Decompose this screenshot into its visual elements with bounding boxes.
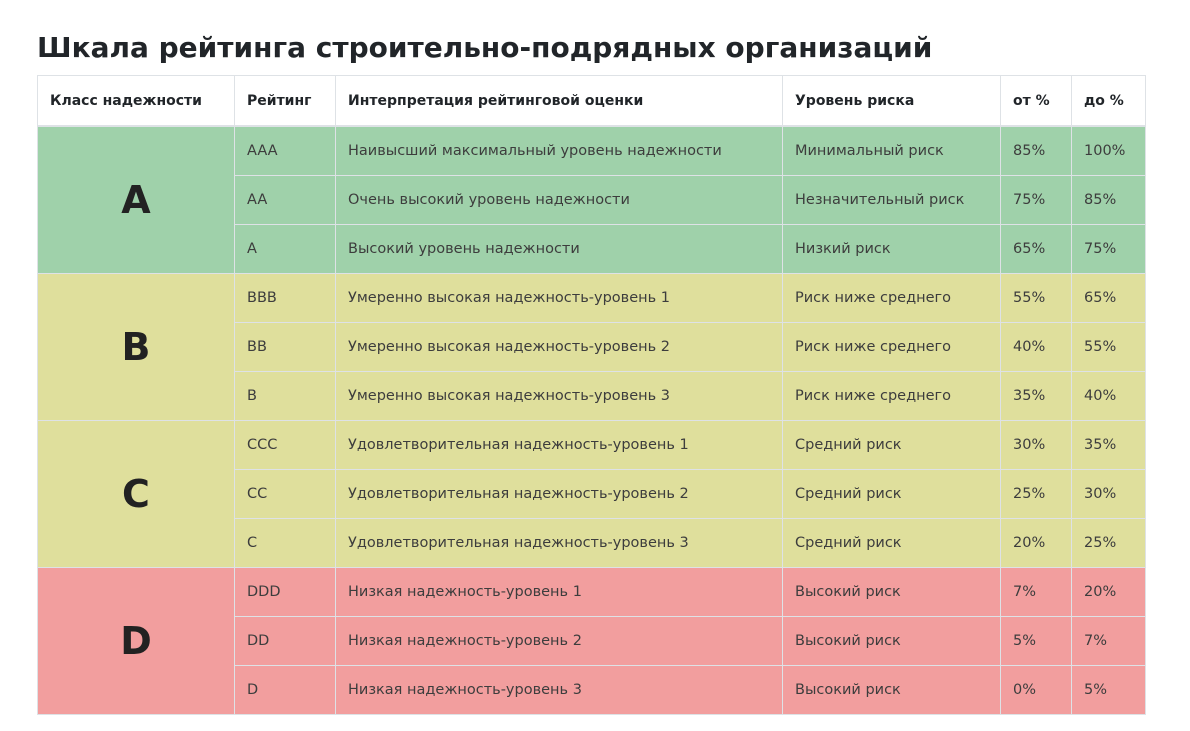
rating-table: Класс надежности Рейтинг Интерпретация р… — [37, 75, 1146, 715]
rating-cell: CCC — [234, 420, 336, 470]
rating-cell: A — [234, 224, 336, 274]
from-cell: 7% — [1000, 567, 1072, 617]
rating-cell: CC — [234, 469, 336, 519]
rating-cell: BB — [234, 322, 336, 372]
to-cell: 20% — [1071, 567, 1146, 617]
class-cell-c: C — [37, 420, 235, 568]
risk-cell: Высокий риск — [782, 616, 1001, 666]
table-row: B Умеренно высокая надежность-уровень 3 … — [38, 371, 1146, 421]
interpretation-cell: Наивысший максимальный уровень надежност… — [335, 125, 783, 176]
risk-cell: Средний риск — [782, 420, 1001, 470]
rating-cell: AA — [234, 175, 336, 225]
interpretation-cell: Высокий уровень надежности — [335, 224, 783, 274]
table-row: C Удовлетворительная надежность-уровень … — [38, 518, 1146, 568]
risk-cell: Средний риск — [782, 469, 1001, 519]
table-row: B BBB Умеренно высокая надежность-уровен… — [37, 273, 1146, 421]
rating-cell: BBB — [234, 273, 336, 323]
risk-cell: Риск ниже среднего — [782, 273, 1001, 323]
table-row: C CCC Удовлетворительная надежность-уров… — [37, 420, 1146, 568]
risk-cell: Средний риск — [782, 518, 1001, 568]
risk-cell: Минимальный риск — [782, 125, 1001, 176]
to-cell: 65% — [1071, 273, 1146, 323]
rating-cell: B — [234, 371, 336, 421]
from-cell: 5% — [1000, 616, 1072, 666]
from-cell: 20% — [1000, 518, 1072, 568]
interpretation-cell: Низкая надежность-уровень 3 — [335, 665, 783, 715]
to-cell: 30% — [1071, 469, 1146, 519]
risk-cell: Незначительный риск — [782, 175, 1001, 225]
page-title: Шкала рейтинга строительно-подрядных орг… — [37, 31, 933, 64]
rating-cell: DD — [234, 616, 336, 666]
risk-cell: Риск ниже среднего — [782, 371, 1001, 421]
to-cell: 75% — [1071, 224, 1146, 274]
rating-cell: DDD — [234, 567, 336, 617]
interpretation-cell: Умеренно высокая надежность-уровень 3 — [335, 371, 783, 421]
table-row: BB Умеренно высокая надежность-уровень 2… — [38, 322, 1146, 372]
interpretation-cell: Низкая надежность-уровень 1 — [335, 567, 783, 617]
to-cell: 100% — [1071, 125, 1146, 176]
table-row: AA Очень высокий уровень надежности Незн… — [38, 175, 1146, 225]
to-cell: 5% — [1071, 665, 1146, 715]
from-cell: 40% — [1000, 322, 1072, 372]
table-header-row: Класс надежности Рейтинг Интерпретация р… — [37, 75, 1146, 127]
from-cell: 65% — [1000, 224, 1072, 274]
interpretation-cell: Очень высокий уровень надежности — [335, 175, 783, 225]
from-cell: 55% — [1000, 273, 1072, 323]
rating-cell: AAA — [234, 125, 336, 176]
table-row: DD Низкая надежность-уровень 2 Высокий р… — [38, 616, 1146, 666]
to-cell: 85% — [1071, 175, 1146, 225]
interpretation-cell: Удовлетворительная надежность-уровень 3 — [335, 518, 783, 568]
header-to: до % — [1071, 75, 1146, 127]
table-row: D Низкая надежность-уровень 3 Высокий ри… — [38, 665, 1146, 715]
from-cell: 30% — [1000, 420, 1072, 470]
from-cell: 75% — [1000, 175, 1072, 225]
to-cell: 25% — [1071, 518, 1146, 568]
class-cell-b: B — [37, 273, 235, 421]
risk-cell: Риск ниже среднего — [782, 322, 1001, 372]
table-row: A AAA Наивысший максимальный уровень над… — [37, 125, 1146, 274]
interpretation-cell: Умеренно высокая надежность-уровень 2 — [335, 322, 783, 372]
header-from: от % — [1000, 75, 1072, 127]
interpretation-cell: Умеренно высокая надежность-уровень 1 — [335, 273, 783, 323]
from-cell: 85% — [1000, 125, 1072, 176]
interpretation-cell: Удовлетворительная надежность-уровень 1 — [335, 420, 783, 470]
to-cell: 40% — [1071, 371, 1146, 421]
to-cell: 7% — [1071, 616, 1146, 666]
class-cell-d: D — [37, 567, 235, 715]
header-risk: Уровень риска — [782, 75, 1001, 127]
class-cell-a: A — [37, 125, 235, 274]
table-row: CC Удовлетворительная надежность-уровень… — [38, 469, 1146, 519]
interpretation-cell: Удовлетворительная надежность-уровень 2 — [335, 469, 783, 519]
header-class: Класс надежности — [37, 75, 235, 127]
header-rating: Рейтинг — [234, 75, 336, 127]
interpretation-cell: Низкая надежность-уровень 2 — [335, 616, 783, 666]
rating-cell: C — [234, 518, 336, 568]
from-cell: 0% — [1000, 665, 1072, 715]
rating-cell: D — [234, 665, 336, 715]
from-cell: 35% — [1000, 371, 1072, 421]
risk-cell: Низкий риск — [782, 224, 1001, 274]
risk-cell: Высокий риск — [782, 665, 1001, 715]
risk-cell: Высокий риск — [782, 567, 1001, 617]
header-interpretation: Интерпретация рейтинговой оценки — [335, 75, 783, 127]
to-cell: 55% — [1071, 322, 1146, 372]
from-cell: 25% — [1000, 469, 1072, 519]
table-row: D DDD Низкая надежность-уровень 1 Высоки… — [37, 567, 1146, 715]
to-cell: 35% — [1071, 420, 1146, 470]
